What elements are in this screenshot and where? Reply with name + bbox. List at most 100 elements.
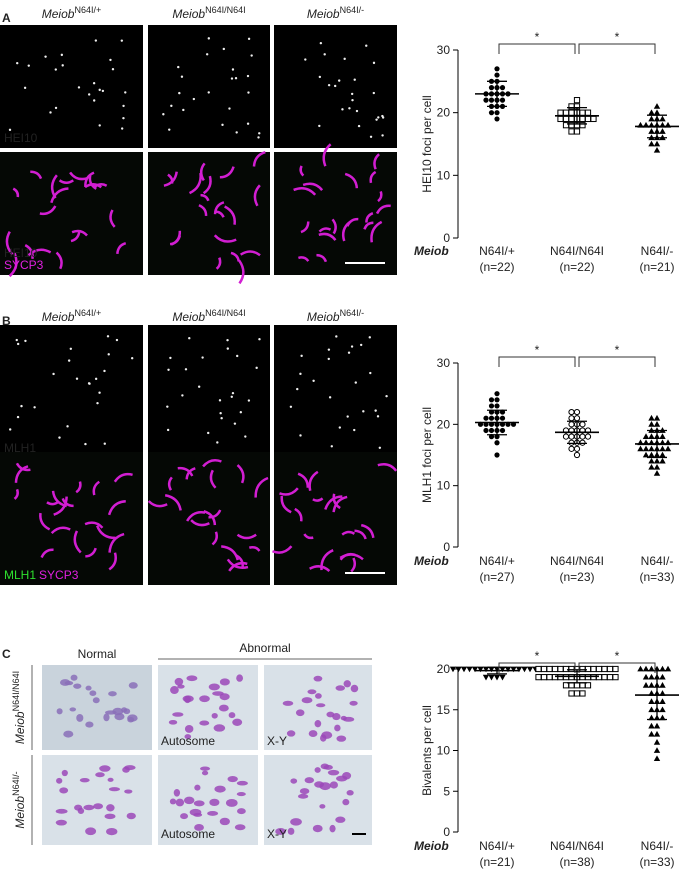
y-tick-label: 30	[437, 356, 451, 370]
micrograph	[274, 25, 397, 148]
dot	[653, 722, 661, 729]
dot	[612, 674, 619, 681]
dot	[482, 674, 490, 681]
dot	[584, 109, 592, 116]
gene: Meiob	[42, 310, 75, 324]
dot	[659, 451, 666, 458]
dot	[460, 666, 468, 673]
dot	[510, 666, 517, 673]
dot	[642, 665, 650, 672]
dot	[648, 714, 655, 721]
dot	[659, 714, 666, 721]
dot	[648, 706, 655, 713]
gene: Meiob	[307, 7, 340, 21]
y-tick-label: 0	[443, 825, 450, 839]
dot	[642, 451, 650, 458]
panel-letter: B	[2, 314, 11, 328]
dot	[568, 433, 575, 440]
dot	[546, 674, 553, 681]
n-label: (n=33)	[639, 855, 674, 869]
dot	[642, 682, 650, 688]
dot	[653, 457, 661, 464]
dot	[653, 730, 661, 737]
y-tick-label: 20	[437, 106, 451, 120]
allele: N64I/-	[340, 5, 365, 15]
allele: N64I/+	[74, 308, 101, 318]
dot	[449, 666, 457, 673]
dot	[494, 72, 500, 78]
dot	[584, 115, 592, 123]
dot	[653, 755, 661, 762]
dot	[659, 665, 666, 672]
dot	[648, 698, 655, 704]
significance-label: *	[615, 343, 620, 357]
dot	[579, 109, 586, 116]
stain: SYCP3	[39, 568, 79, 582]
micrograph	[0, 452, 143, 585]
dot	[601, 674, 608, 681]
dot	[494, 391, 500, 397]
dot	[653, 109, 661, 116]
dot	[648, 730, 655, 737]
dot	[606, 665, 614, 673]
dot	[590, 674, 597, 681]
dot	[664, 665, 672, 672]
dot	[562, 122, 570, 129]
y-tick-label: 10	[437, 744, 451, 758]
allele: N64I/N64I	[205, 308, 246, 318]
dot	[579, 690, 586, 697]
dot	[540, 665, 548, 673]
dot	[494, 66, 500, 72]
dot	[659, 433, 666, 439]
significance-bracket	[498, 356, 576, 367]
dot	[648, 140, 655, 147]
x-tick-label: N64I/N64I	[550, 554, 604, 568]
dot	[515, 666, 523, 673]
micrograph	[42, 665, 152, 750]
sd-bar	[647, 429, 667, 459]
micrograph	[0, 25, 143, 148]
dot	[584, 682, 592, 689]
dot	[494, 397, 500, 403]
y-axis-label: Bivalents per cell	[420, 705, 434, 796]
n-label: (n=22)	[479, 260, 514, 274]
x-axis-label: Meiob	[414, 839, 449, 853]
dot	[648, 115, 655, 122]
significance-label: *	[615, 649, 620, 663]
dot	[568, 115, 575, 123]
dot	[499, 427, 506, 434]
x-tick-label: N64I/N64I	[550, 839, 604, 853]
dot	[562, 665, 570, 673]
sd-bar	[487, 80, 507, 108]
y-tick-label: 30	[437, 43, 451, 57]
micrograph	[158, 665, 258, 750]
column-header: Normal	[78, 647, 117, 661]
y-tick-label: 0	[443, 540, 450, 554]
dot	[499, 97, 506, 103]
dot	[482, 666, 490, 673]
dot	[568, 103, 575, 110]
dot	[659, 682, 666, 688]
dot	[637, 445, 644, 452]
genotype-label: MeiobN64I/N64I	[172, 5, 245, 21]
dot	[551, 665, 559, 673]
stain-label: HEI10	[4, 246, 38, 260]
dot	[568, 128, 575, 135]
dot	[488, 403, 495, 409]
dot	[557, 674, 564, 681]
dot	[648, 457, 655, 464]
dot	[573, 690, 581, 697]
column-header: Abnormal	[239, 641, 290, 655]
dot	[562, 109, 570, 116]
dot	[648, 665, 655, 672]
x-tick-label: N64I/-	[641, 554, 674, 568]
dot	[659, 128, 666, 134]
y-tick-label: 15	[437, 703, 451, 717]
dot	[488, 397, 495, 403]
sd-bar	[647, 669, 667, 721]
dot	[455, 666, 462, 673]
dot	[653, 103, 661, 109]
significance-bracket	[578, 662, 656, 673]
significance-label: *	[535, 30, 540, 44]
n-label: (n=33)	[639, 570, 674, 584]
